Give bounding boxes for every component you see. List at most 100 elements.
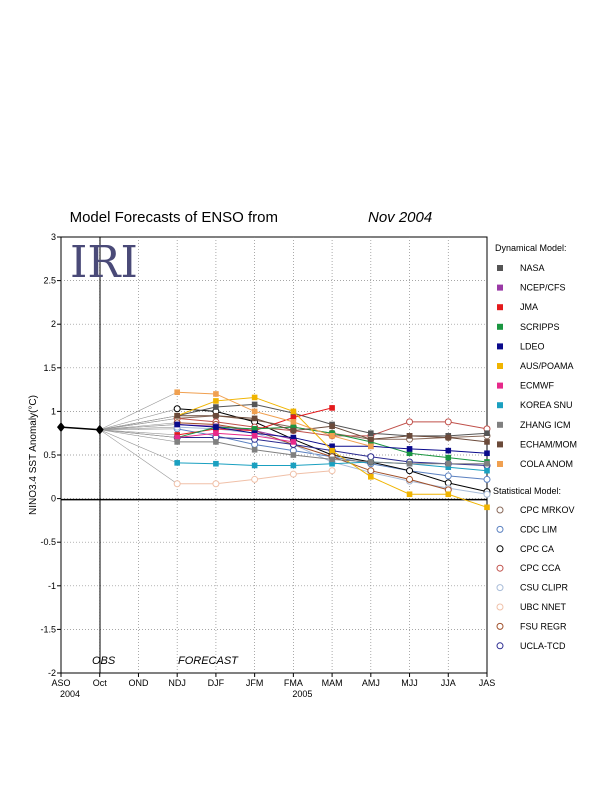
legend-item: UBC NNET — [496, 602, 567, 612]
x-tick-label: FMA — [284, 678, 303, 688]
series-point — [484, 439, 490, 445]
series-point — [406, 491, 413, 498]
series-point — [290, 452, 297, 458]
y-tick-label: 2 — [51, 319, 56, 329]
series-point — [251, 475, 259, 483]
legend-item: AUS/POAMA — [497, 361, 574, 371]
series-point — [484, 450, 490, 457]
series-point — [213, 460, 219, 467]
legend-swatch — [496, 584, 504, 592]
legend-item: UCLA-TCD — [496, 641, 566, 651]
legend-label: ZHANG ICM — [520, 420, 571, 430]
series-point — [444, 472, 452, 480]
series-point — [213, 404, 219, 410]
legend-label: FSU REGR — [520, 621, 567, 631]
y-axis-label: NINO3.4 SST Anomaly(°C) — [28, 395, 39, 515]
series-point — [290, 414, 297, 421]
series-ecmwf — [99, 429, 297, 445]
legend-label: JMA — [520, 302, 538, 312]
series-point — [290, 434, 297, 441]
legend-label: NASA — [520, 263, 545, 273]
x-tick-label: Oct — [93, 678, 108, 688]
year-label: 2004 — [60, 689, 80, 699]
obs-annotation: OBS — [92, 655, 116, 667]
legend-label: ECMWF — [520, 381, 554, 391]
legend-swatch — [497, 363, 503, 369]
series-connector — [99, 418, 178, 431]
series-point — [213, 424, 219, 430]
legend-item: CPC CCA — [496, 563, 561, 573]
x-tick-label: JFM — [246, 678, 264, 688]
legend-item: CSU CLIPR — [496, 583, 569, 593]
legend-item: COLA ANOM — [497, 459, 573, 469]
legend-swatch — [497, 265, 503, 271]
legend-swatch — [497, 304, 503, 311]
series-point — [174, 434, 180, 441]
legend-label: CPC MRKOV — [520, 505, 575, 515]
series-point — [328, 467, 336, 475]
series-point — [329, 447, 335, 454]
series-point — [329, 433, 335, 439]
series-point — [445, 491, 452, 498]
series-point — [174, 421, 180, 428]
forecast-annotation: FORECAST — [178, 655, 239, 667]
series-point — [368, 436, 374, 443]
series-connector — [99, 415, 178, 431]
series-connector — [99, 424, 178, 431]
observed-line — [60, 426, 100, 431]
series-ubc-nnet — [99, 429, 336, 488]
legend-swatch — [497, 343, 503, 350]
x-tick-label: NDJ — [168, 678, 186, 688]
series-point — [484, 504, 490, 511]
series-point — [483, 475, 491, 483]
series-connector — [99, 429, 178, 485]
series-connector — [99, 429, 178, 464]
grid-lines — [61, 237, 487, 673]
y-tick-labels: -2 -1.5 -1 -0.5 0 0.5 1 1.5 2 2.5 3 — [40, 232, 61, 678]
legend-item: CPC CA — [496, 544, 554, 554]
series-connector — [99, 391, 178, 430]
legend-label: NCEP/CFS — [520, 283, 566, 293]
legend-label: ECHAM/MOM — [520, 439, 577, 449]
x-tick-label: AMJ — [362, 678, 380, 688]
legend-label: CPC CCA — [520, 563, 561, 573]
legend-item: ECHAM/MOM — [497, 439, 577, 449]
series-point — [290, 462, 297, 469]
series-point — [368, 443, 374, 450]
legend-swatch — [496, 545, 504, 553]
legend-swatch — [496, 622, 504, 630]
x-tick-label: JJA — [441, 678, 456, 688]
series-point — [445, 460, 452, 467]
series-point — [445, 434, 452, 441]
series-point — [367, 453, 375, 461]
series-point — [329, 456, 335, 463]
series-point — [445, 447, 452, 454]
series-connector — [99, 429, 178, 436]
legend: NASA NCEP/CFS JMA SCRIPPS LDEO AUS/POAMA ECMWF… — [496, 263, 577, 651]
x-tick-label: JAS — [479, 678, 496, 688]
y-tick-label: 3 — [51, 232, 56, 242]
series-point — [484, 430, 490, 436]
y-tick-label: 0.5 — [43, 450, 56, 460]
iri-logo: IRI — [70, 237, 138, 288]
chart-title: Model Forecasts of ENSO from — [70, 209, 278, 226]
legend-label: KOREA SNU — [520, 400, 573, 410]
x-tick-labels: ASO Oct OND NDJ DJF JFM FMA MAM AMJ MJJ JJA JAS — [51, 673, 495, 688]
series-point — [251, 401, 258, 408]
y-tick-label: -1.5 — [40, 624, 56, 634]
x-tick-label: OND — [128, 678, 149, 688]
chart-title-date: Nov 2004 — [368, 209, 432, 226]
series-point — [173, 480, 181, 488]
series-line — [177, 422, 449, 491]
x-tick-label: MAM — [322, 678, 343, 688]
series-point — [213, 398, 219, 404]
y-tick-label: -2 — [48, 668, 56, 678]
observed-point — [57, 422, 65, 433]
legend-dynamical-heading: Dynamical Model: — [495, 243, 567, 253]
series-point — [251, 462, 258, 469]
series-point — [290, 439, 297, 445]
legend-label: UCLA-TCD — [520, 641, 566, 651]
series-point — [329, 423, 335, 430]
series-point — [444, 418, 452, 426]
